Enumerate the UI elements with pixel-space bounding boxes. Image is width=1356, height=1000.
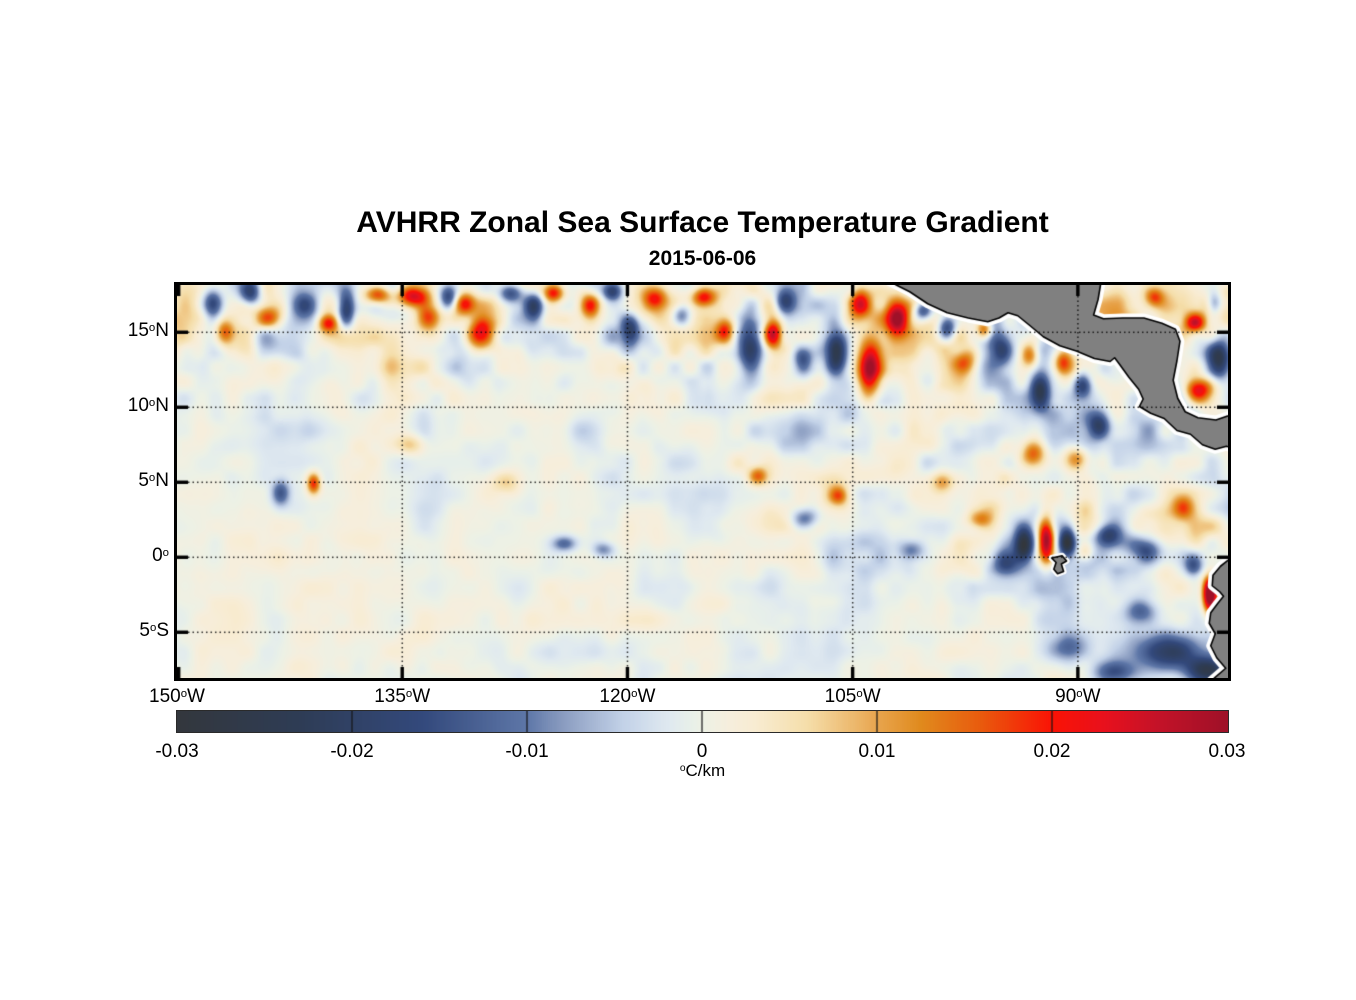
- colorbar-tick-label: 0.03: [1208, 741, 1246, 762]
- colorbar-unit-label: oC/km: [679, 761, 726, 780]
- y-axis-tick-label: 15oN: [127, 320, 169, 342]
- map-plot-area: [174, 282, 1231, 681]
- x-axis-tick-label: 90oW: [1055, 686, 1101, 707]
- chart-title: AVHRR Zonal Sea Surface Temperature Grad…: [356, 206, 1049, 239]
- x-axis-tick-label: 120oW: [599, 686, 656, 707]
- colorbar-tick-label: -0.01: [505, 741, 549, 762]
- x-axis-tick-label: 105oW: [824, 686, 881, 707]
- chart-subtitle: 2015-06-06: [648, 247, 757, 270]
- colorbar-tick-label: -0.02: [330, 741, 374, 762]
- x-axis-tick-label: 150oW: [149, 686, 205, 707]
- y-axis-tick-label: 10oN: [127, 395, 169, 417]
- colorbar-tick-label: 0.02: [1033, 741, 1071, 762]
- colorbar-tick-label: -0.03: [155, 741, 199, 762]
- x-axis-tick-label: 135oW: [374, 686, 431, 707]
- colorbar-tick-label: 0: [696, 741, 708, 762]
- y-axis-tick-label: 5oN: [138, 470, 169, 492]
- colorbar: [176, 710, 1229, 733]
- colorbar-tick-label: 0.01: [858, 741, 896, 762]
- y-axis-tick-label: 0o: [152, 545, 169, 567]
- sst-gradient-heatmap: [177, 285, 1228, 678]
- colorbar-gradient: [177, 711, 1228, 732]
- y-axis-tick-label: 5oS: [139, 620, 169, 642]
